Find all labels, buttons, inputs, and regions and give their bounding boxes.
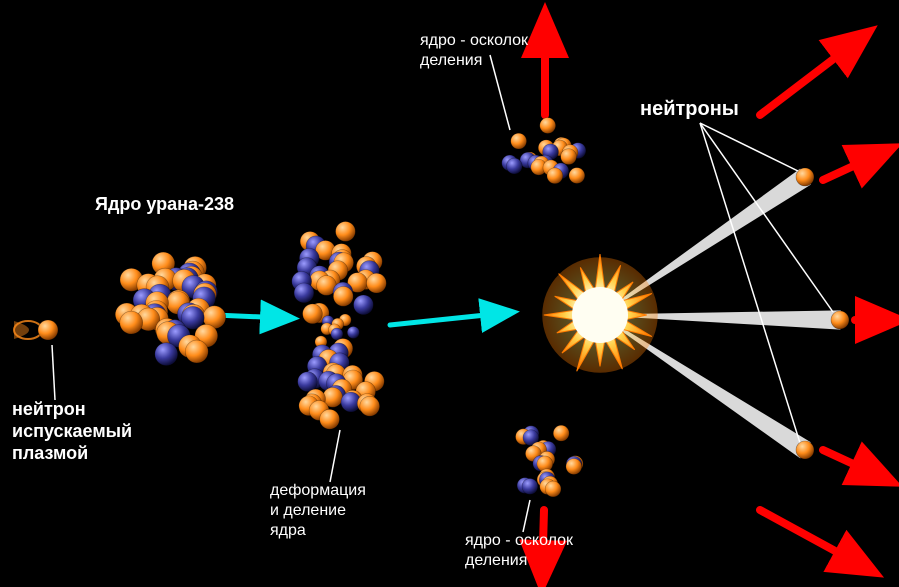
label-neutrons: нейтроны bbox=[640, 98, 739, 120]
explosion bbox=[542, 254, 658, 373]
label-frag_bottom: ядро - осколокделения bbox=[465, 532, 574, 569]
emitted-neutron bbox=[831, 311, 849, 329]
cyan-arrows bbox=[215, 313, 505, 325]
label-uranium_title: Ядро урана-238 bbox=[95, 194, 234, 214]
label-frag_top: ядро - осколокделения bbox=[420, 32, 529, 69]
deformed-nucleus bbox=[292, 222, 387, 430]
emitted-neutron bbox=[796, 168, 814, 186]
uranium-nucleus bbox=[115, 252, 225, 365]
neutron-projectile bbox=[14, 320, 58, 340]
emitted-neutron bbox=[796, 441, 814, 459]
label-deformation: деформацияи делениеядра bbox=[270, 482, 366, 539]
fission-diagram: Ядро урана-238 нейтрониспускаемыйплазмой д… bbox=[0, 0, 899, 587]
fragment-bottom bbox=[516, 425, 584, 497]
nucleus-clusters bbox=[115, 118, 586, 497]
label-neutron_from_plasma: нейтрониспускаемыйплазмой bbox=[12, 399, 132, 463]
fragment-top bbox=[502, 118, 586, 184]
